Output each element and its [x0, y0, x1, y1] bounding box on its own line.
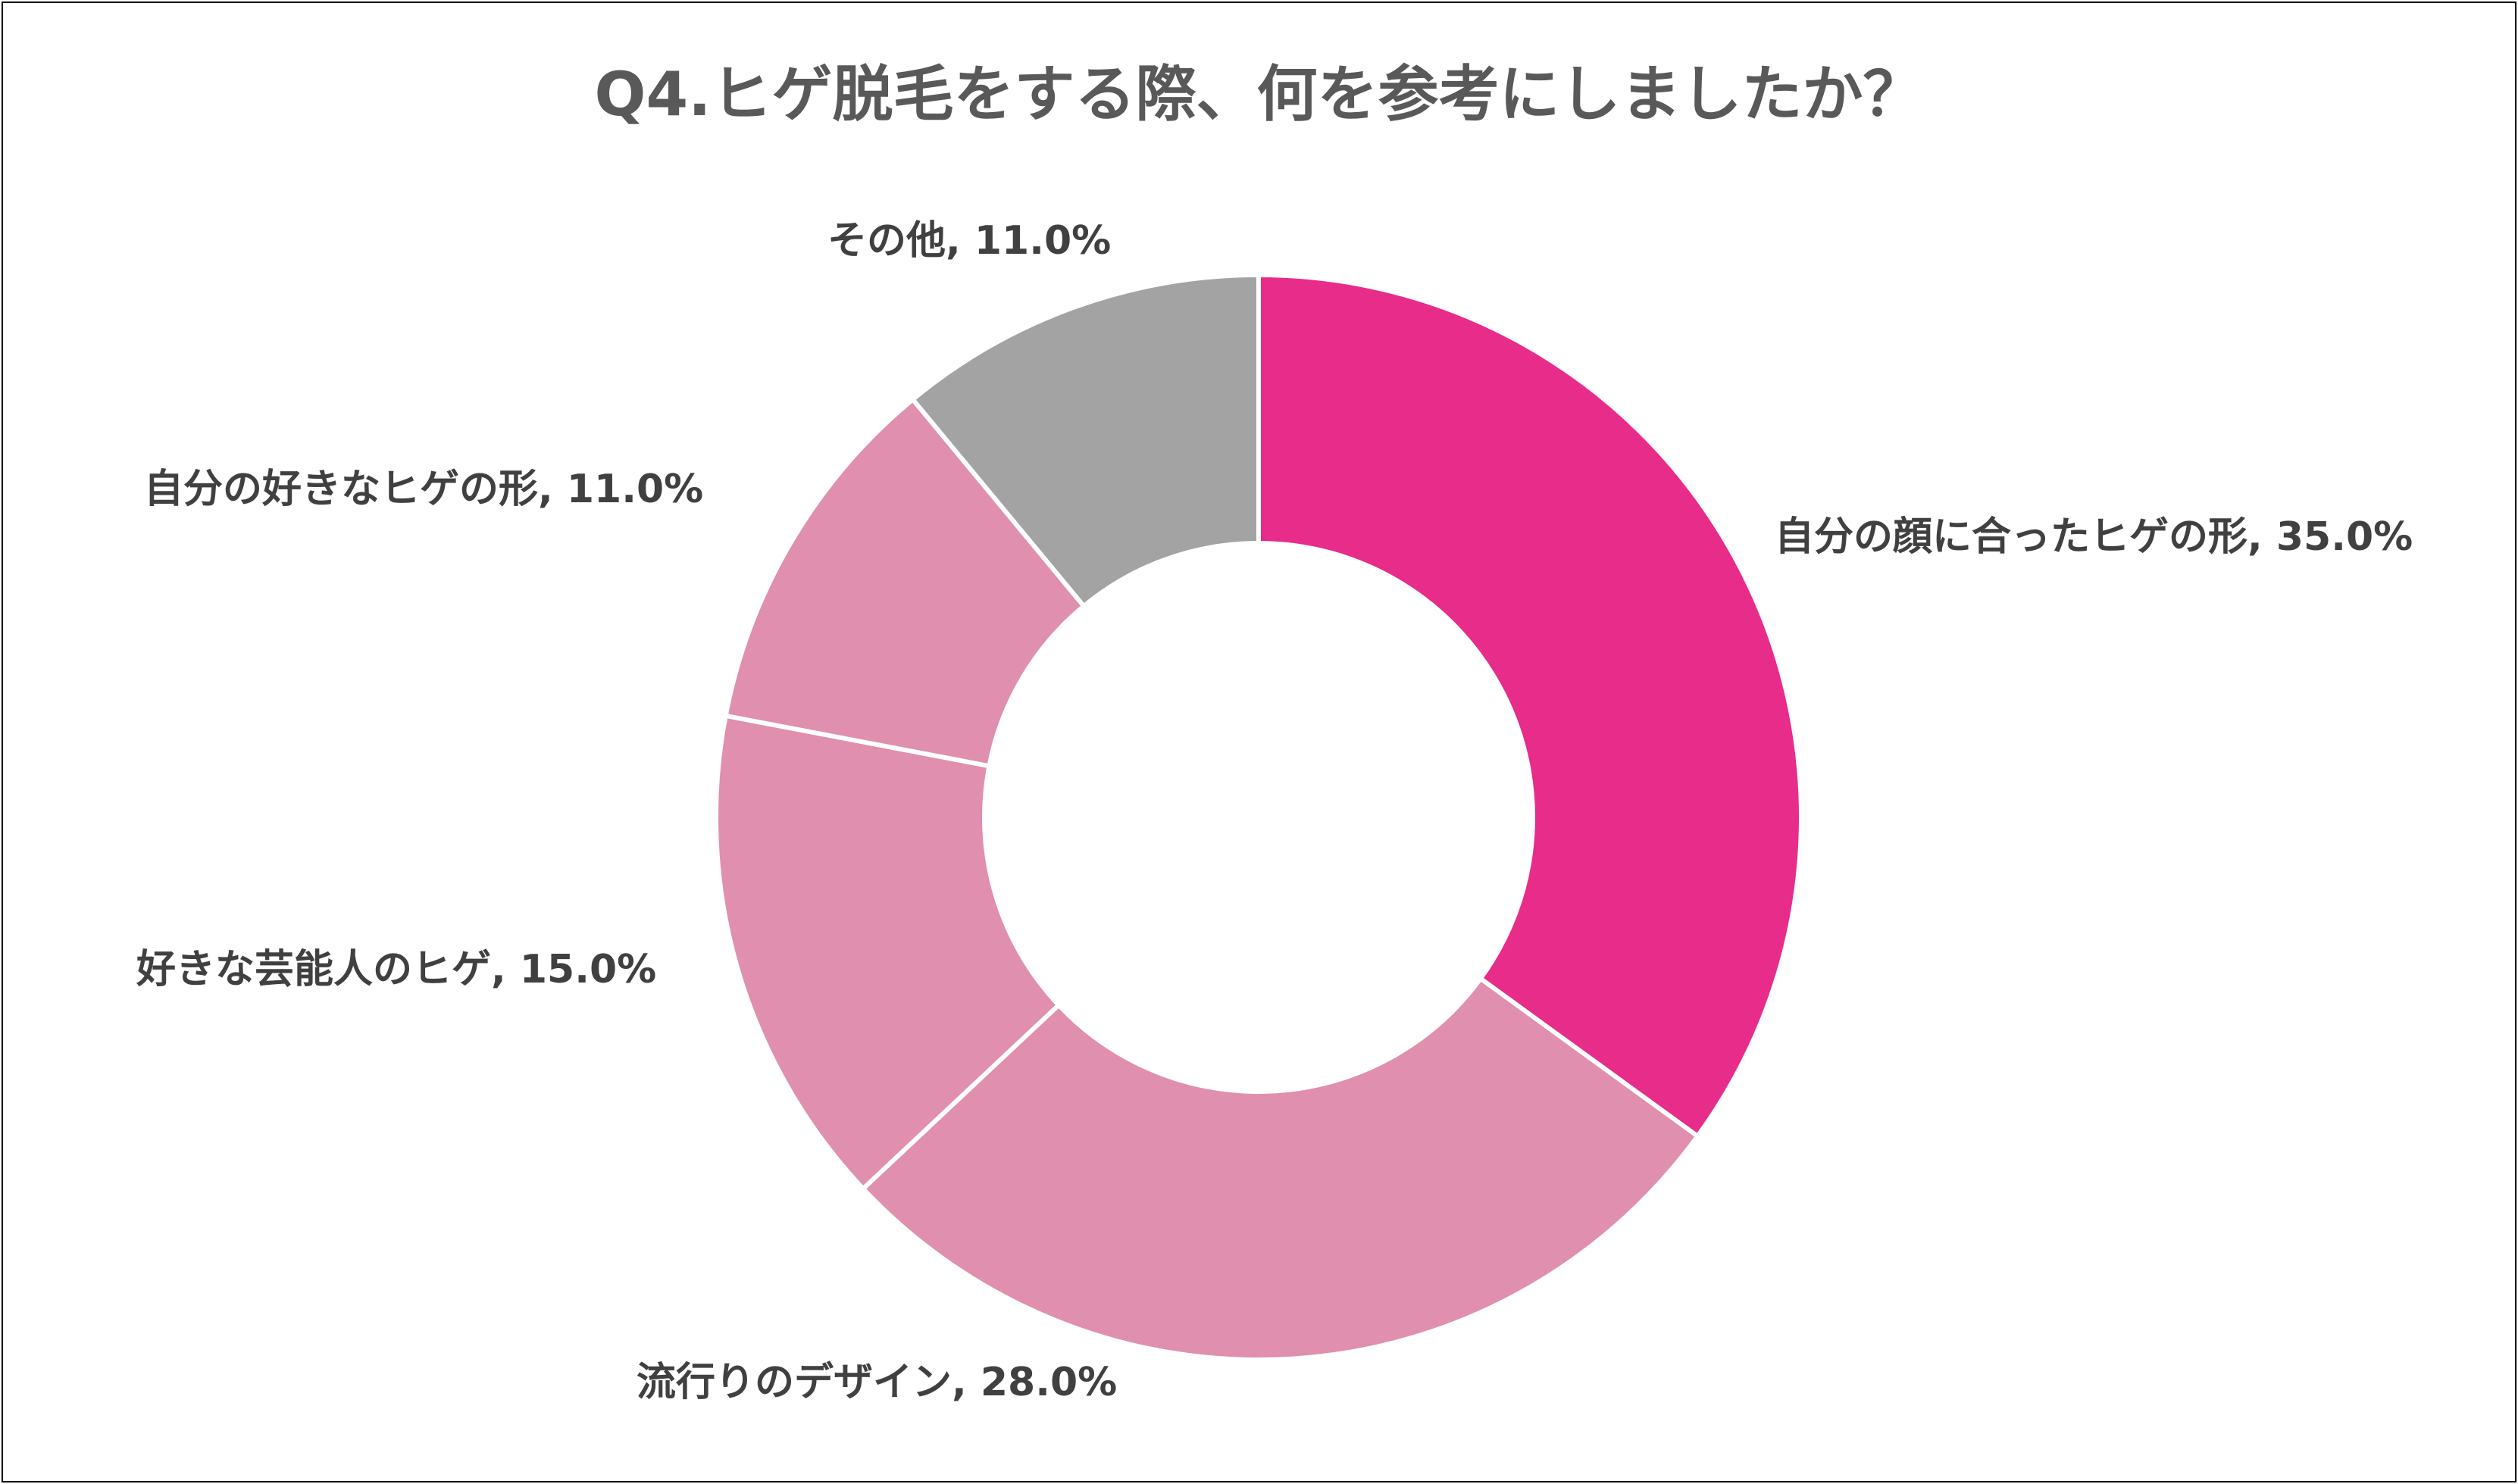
- donut-slice-3: [714, 713, 1062, 1192]
- donut-slice-2: [861, 976, 1700, 1362]
- slice-labels: 自分の顔に合ったヒゲの形, 35.0% 流行りのデザイン, 28.0% 好きな芸能人…: [136, 218, 2413, 1405]
- slice-label-5: その他, 11.0%: [827, 218, 1111, 264]
- slice-label-2: 流行りのデザイン, 28.0%: [637, 1360, 1117, 1405]
- donut-slice-5: [910, 273, 1261, 609]
- slice-label-4: 自分の好きなヒゲの形, 11.0%: [144, 467, 703, 512]
- slice-label-1: 自分の顔に合ったヒゲの形, 35.0%: [1775, 514, 2413, 560]
- donut-slice-1: [1256, 273, 1803, 1139]
- slice-label-3: 好きな芸能人のヒゲ, 15.0%: [136, 947, 656, 992]
- chart-title: Q4.ヒゲ脱毛をする際、何を参考にしましたか？: [594, 59, 1924, 130]
- donut-slices: [714, 273, 1803, 1362]
- donut-slice-4: [723, 397, 1087, 769]
